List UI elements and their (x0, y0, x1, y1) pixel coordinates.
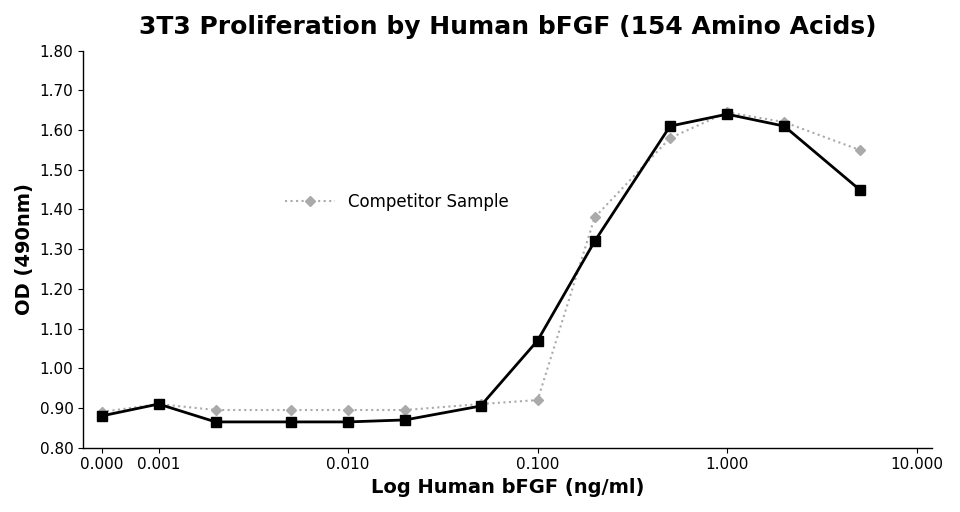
Competitor Sample (210, 407, 222, 413)
Competitor Sample (721, 109, 732, 115)
Line: Competitor Sample: Competitor Sample (98, 109, 863, 415)
Competitor Sample (475, 401, 487, 407)
Competitor Sample (853, 147, 865, 153)
Competitor Sample (153, 401, 164, 407)
Y-axis label: OD (490nm): OD (490nm) (15, 183, 34, 315)
Competitor Sample (664, 135, 676, 141)
Competitor Sample (285, 407, 297, 413)
Competitor Sample (399, 407, 411, 413)
Competitor Sample (343, 407, 354, 413)
Competitor Sample (779, 119, 790, 125)
Competitor Sample (588, 215, 600, 221)
Title: 3T3 Proliferation by Human bFGF (154 Amino Acids): 3T3 Proliferation by Human bFGF (154 Ami… (138, 15, 876, 39)
X-axis label: Log Human bFGF (ng/ml): Log Human bFGF (ng/ml) (371, 478, 644, 497)
Legend: Competitor Sample: Competitor Sample (278, 186, 516, 217)
Competitor Sample (532, 397, 543, 403)
Competitor Sample (96, 409, 108, 415)
